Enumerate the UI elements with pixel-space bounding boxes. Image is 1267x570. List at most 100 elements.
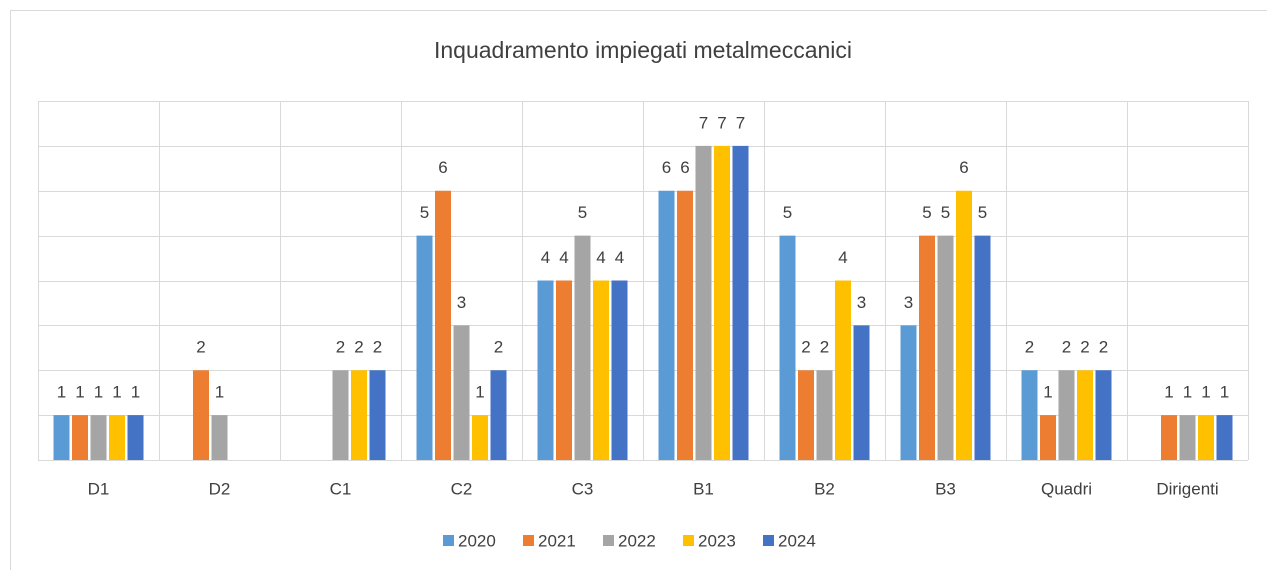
data-label: 2 bbox=[196, 338, 205, 357]
data-label: 2 bbox=[820, 338, 829, 357]
data-label: 1 bbox=[57, 383, 66, 402]
data-label: 5 bbox=[978, 203, 987, 222]
data-label: 2 bbox=[1099, 338, 1108, 357]
data-label: 5 bbox=[922, 203, 931, 222]
bar bbox=[956, 190, 972, 460]
data-label: 1 bbox=[1201, 383, 1210, 402]
data-label: 5 bbox=[578, 203, 587, 222]
bar bbox=[798, 370, 814, 460]
bar bbox=[472, 415, 488, 460]
bar bbox=[537, 280, 554, 460]
data-label: 2 bbox=[1062, 338, 1071, 357]
data-label: 1 bbox=[131, 383, 140, 402]
data-label: 1 bbox=[1043, 383, 1052, 402]
bar bbox=[453, 325, 470, 460]
bar bbox=[853, 325, 870, 460]
data-label: 1 bbox=[75, 383, 84, 402]
bar bbox=[593, 280, 609, 460]
bar bbox=[1040, 415, 1056, 460]
legend-swatch bbox=[683, 535, 694, 546]
data-label: 2 bbox=[373, 338, 382, 357]
bar bbox=[1095, 370, 1112, 460]
x-tick-label: C3 bbox=[572, 479, 594, 498]
data-label: 3 bbox=[904, 293, 913, 312]
bar bbox=[611, 280, 628, 460]
bar bbox=[1021, 370, 1038, 460]
x-tick-label: Dirigenti bbox=[1156, 479, 1218, 498]
bar bbox=[816, 370, 833, 460]
data-label: 4 bbox=[559, 248, 568, 267]
x-tick-label: D2 bbox=[209, 479, 231, 498]
bar bbox=[937, 235, 954, 460]
data-label: 5 bbox=[420, 203, 429, 222]
data-label: 1 bbox=[475, 383, 484, 402]
data-label: 2 bbox=[1025, 338, 1034, 357]
bar bbox=[490, 370, 507, 460]
bar bbox=[211, 415, 228, 460]
bar bbox=[714, 145, 730, 460]
legend-label: 2023 bbox=[698, 531, 736, 550]
chart-title: Inquadramento impiegati metalmeccanici bbox=[434, 37, 852, 63]
legend-swatch bbox=[763, 535, 774, 546]
chart-frame bbox=[10, 10, 1267, 570]
x-tick-label: Quadri bbox=[1041, 479, 1092, 498]
bar bbox=[109, 415, 125, 460]
bar bbox=[332, 370, 349, 460]
x-tick-label: D1 bbox=[88, 479, 110, 498]
bar bbox=[1179, 415, 1196, 460]
bar bbox=[974, 235, 991, 460]
bar bbox=[695, 145, 712, 460]
data-label: 2 bbox=[494, 338, 503, 357]
x-tick-label: B2 bbox=[814, 479, 835, 498]
bar bbox=[732, 145, 749, 460]
data-label: 4 bbox=[838, 248, 847, 267]
data-label: 2 bbox=[801, 338, 810, 357]
x-tick-label: B3 bbox=[935, 479, 956, 498]
bar bbox=[1216, 415, 1233, 460]
bar bbox=[658, 190, 675, 460]
data-label: 6 bbox=[438, 158, 447, 177]
bar bbox=[900, 325, 917, 460]
data-label: 3 bbox=[457, 293, 466, 312]
bar bbox=[90, 415, 107, 460]
data-label: 6 bbox=[680, 158, 689, 177]
data-label: 1 bbox=[112, 383, 121, 402]
legend-swatch bbox=[603, 535, 614, 546]
bar bbox=[1077, 370, 1093, 460]
legend-label: 2021 bbox=[538, 531, 576, 550]
data-label: 2 bbox=[354, 338, 363, 357]
data-label: 5 bbox=[941, 203, 950, 222]
bar bbox=[72, 415, 88, 460]
data-label: 4 bbox=[541, 248, 550, 267]
data-label: 6 bbox=[662, 158, 671, 177]
legend-label: 2024 bbox=[778, 531, 816, 550]
bar bbox=[369, 370, 386, 460]
data-label: 4 bbox=[615, 248, 624, 267]
bar bbox=[1198, 415, 1214, 460]
data-label: 3 bbox=[857, 293, 866, 312]
bar bbox=[677, 190, 693, 460]
data-label: 4 bbox=[596, 248, 605, 267]
x-tick-label: C2 bbox=[451, 479, 473, 498]
data-label: 1 bbox=[1220, 383, 1229, 402]
bar bbox=[574, 235, 591, 460]
data-label: 7 bbox=[717, 113, 726, 132]
data-label: 1 bbox=[1164, 383, 1173, 402]
bar bbox=[779, 235, 796, 460]
data-label: 2 bbox=[336, 338, 345, 357]
legend-label: 2022 bbox=[618, 531, 656, 550]
bar bbox=[835, 280, 851, 460]
bar bbox=[435, 190, 451, 460]
data-label: 5 bbox=[783, 203, 792, 222]
bar bbox=[1058, 370, 1075, 460]
bar bbox=[919, 235, 935, 460]
bar bbox=[416, 235, 433, 460]
legend-label: 2020 bbox=[458, 531, 496, 550]
data-label: 1 bbox=[1183, 383, 1192, 402]
bar bbox=[1161, 415, 1177, 460]
bar bbox=[556, 280, 572, 460]
legend-swatch bbox=[523, 535, 534, 546]
data-label: 7 bbox=[699, 113, 708, 132]
data-label: 2 bbox=[1080, 338, 1089, 357]
